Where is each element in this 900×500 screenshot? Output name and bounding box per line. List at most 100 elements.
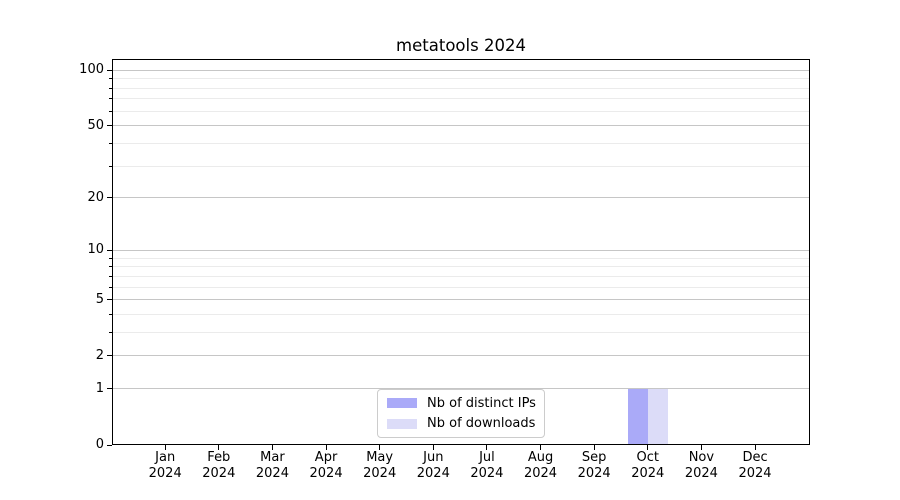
y-tick-label: 100: [79, 62, 104, 78]
x-tick-mark: [647, 445, 649, 450]
y-tick-mark: [107, 299, 112, 301]
x-tick-month: Aug: [527, 450, 554, 465]
gridline-minor: [113, 110, 809, 112]
x-tick-mark: [218, 445, 220, 450]
x-tick-label-nov: Nov 2024: [685, 450, 718, 481]
bar-downloads: [647, 388, 668, 445]
legend-label-downloads: Nb of downloads: [427, 416, 536, 432]
x-tick-year: 2024: [202, 465, 236, 481]
x-tick-year: 2024: [738, 465, 772, 481]
x-tick-month: Jan: [155, 450, 176, 465]
gridline-minor: [113, 142, 809, 144]
x-tick-label-aug: Aug 2024: [524, 450, 557, 481]
y-minor-tick-mark: [109, 266, 112, 268]
x-tick-month: Jun: [423, 450, 444, 465]
y-tick-label: 2: [95, 347, 104, 363]
legend: Nb of distinct IPs Nb of downloads: [377, 389, 545, 438]
x-tick-label-feb: Feb 2024: [202, 450, 235, 481]
x-tick-mark: [379, 445, 381, 450]
gridline-minor: [113, 275, 809, 277]
x-tick-label-sep: Sep 2024: [578, 450, 611, 481]
x-tick-month: Jul: [479, 450, 495, 465]
legend-swatch-distinct-ips: [387, 398, 417, 409]
gridline-minor: [113, 87, 809, 89]
x-tick-year: 2024: [470, 465, 504, 481]
gridline-major: [113, 355, 809, 357]
legend-label-distinct-ips: Nb of distinct IPs: [427, 395, 536, 411]
x-tick-year: 2024: [684, 465, 718, 481]
y-tick-label: 1: [95, 380, 104, 396]
x-tick-month: Apr: [314, 450, 338, 465]
x-tick-mark: [540, 445, 542, 450]
gridline-minor: [113, 286, 809, 288]
x-tick-mark: [486, 445, 488, 450]
gridline-major: [113, 299, 809, 301]
x-tick-mark: [271, 445, 273, 450]
x-tick-month: Feb: [207, 450, 231, 465]
gridline-minor: [113, 78, 809, 80]
x-tick-mark: [754, 445, 756, 450]
x-tick-mark: [593, 445, 595, 450]
x-tick-label-apr: Apr 2024: [310, 450, 343, 481]
x-tick-year: 2024: [309, 465, 343, 481]
y-tick-mark: [107, 249, 112, 251]
x-tick-mark: [164, 445, 166, 450]
x-tick-mark: [700, 445, 702, 450]
y-minor-tick-mark: [109, 78, 112, 80]
y-tick-mark: [107, 355, 112, 357]
y-tick-mark: [107, 197, 112, 199]
y-tick-label: 0: [95, 437, 104, 452]
plot-area-frame: [112, 59, 810, 445]
x-tick-year: 2024: [416, 465, 450, 481]
gridline-minor: [113, 257, 809, 259]
gridline-minor: [113, 98, 809, 100]
y-tick-label: 10: [87, 242, 104, 258]
y-minor-tick-mark: [109, 331, 112, 333]
y-tick-label: 5: [95, 291, 104, 307]
x-tick-year: 2024: [255, 465, 289, 481]
x-tick-month: Oct: [636, 450, 659, 465]
gridline-major: [113, 69, 809, 71]
x-tick-year: 2024: [577, 465, 611, 481]
x-tick-year: 2024: [631, 465, 665, 481]
x-tick-year: 2024: [148, 465, 182, 481]
y-minor-tick-mark: [109, 142, 112, 144]
y-tick-mark: [107, 125, 112, 127]
y-tick-mark: [107, 69, 112, 71]
x-tick-label-jun: Jun 2024: [417, 450, 450, 481]
x-tick-month: May: [366, 450, 394, 465]
x-tick-year: 2024: [363, 465, 397, 481]
y-minor-tick-mark: [109, 275, 112, 277]
x-tick-month: Mar: [260, 450, 285, 465]
x-tick-month: Dec: [742, 450, 768, 465]
x-tick-label-oct: Oct 2024: [631, 450, 664, 481]
x-tick-mark: [325, 445, 327, 450]
x-tick-year: 2024: [523, 465, 558, 481]
y-tick-label: 20: [87, 189, 104, 205]
chart-title: metatools 2024: [396, 36, 526, 55]
gridline-minor: [113, 313, 809, 315]
gridline-minor: [113, 331, 809, 333]
legend-item-downloads: Nb of downloads: [387, 416, 535, 433]
y-tick-mark: [107, 388, 112, 390]
x-tick-month: Nov: [688, 450, 715, 465]
legend-item-distinct-ips: Nb of distinct IPs: [387, 395, 536, 412]
x-tick-label-jul: Jul 2024: [470, 450, 503, 481]
x-tick-label-may: May 2024: [363, 450, 396, 481]
y-minor-tick-mark: [109, 98, 112, 100]
y-tick-label: 50: [87, 117, 104, 133]
y-minor-tick-mark: [109, 87, 112, 89]
x-tick-label-jan: Jan 2024: [149, 450, 182, 481]
y-minor-tick-mark: [109, 286, 112, 288]
x-tick-label-mar: Mar 2024: [256, 450, 289, 481]
x-tick-mark: [432, 445, 434, 450]
gridline-minor: [113, 165, 809, 167]
gridline-major: [113, 125, 809, 127]
gridline-major: [113, 197, 809, 199]
y-minor-tick-mark: [109, 313, 112, 315]
gridline-major: [113, 249, 809, 251]
gridline-major: [113, 388, 809, 390]
y-tick-mark: [107, 444, 112, 446]
legend-swatch-downloads: [387, 418, 417, 429]
